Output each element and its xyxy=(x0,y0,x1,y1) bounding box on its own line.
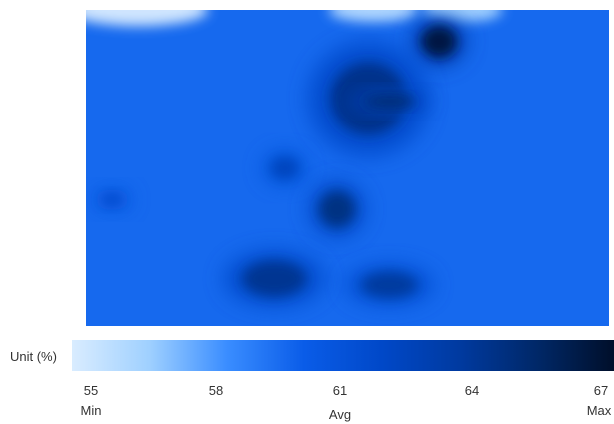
colorbar xyxy=(72,340,614,371)
heatmap-hotspot-top-dark-spot xyxy=(421,25,458,58)
heatmap-hotspot-left-mid-spot xyxy=(270,157,299,179)
heatmap-low-top-left-edge xyxy=(86,10,209,26)
colorbar-unit-label: Unit (%) xyxy=(10,349,57,364)
colorbar-min-label: Min xyxy=(80,403,102,418)
colorbar-max-label: Max xyxy=(586,403,612,418)
heatmap-plot xyxy=(86,10,609,326)
heatmap-hotspot-lower-left-spot xyxy=(242,260,307,297)
heatmap-hotspot-far-left-spot xyxy=(100,192,125,207)
colorbar-gradient xyxy=(72,340,614,371)
heatmap-hotspot-lower-center-spot xyxy=(361,271,418,298)
colorbar-tick-61: 61 xyxy=(332,383,348,398)
colorbar-tick-67: 67 xyxy=(593,383,609,398)
heatmap-low-top-middle-edge xyxy=(328,10,419,22)
colorbar-tick-55: 55 xyxy=(83,383,99,398)
colorbar-avg-label: Avg xyxy=(328,407,352,422)
colorbar-tick-64: 64 xyxy=(464,383,480,398)
heatmap-hotspot-center-spot xyxy=(319,191,356,228)
colorbar-tick-58: 58 xyxy=(208,383,224,398)
heatmap-hotspot-upper-center-dash xyxy=(363,95,416,108)
